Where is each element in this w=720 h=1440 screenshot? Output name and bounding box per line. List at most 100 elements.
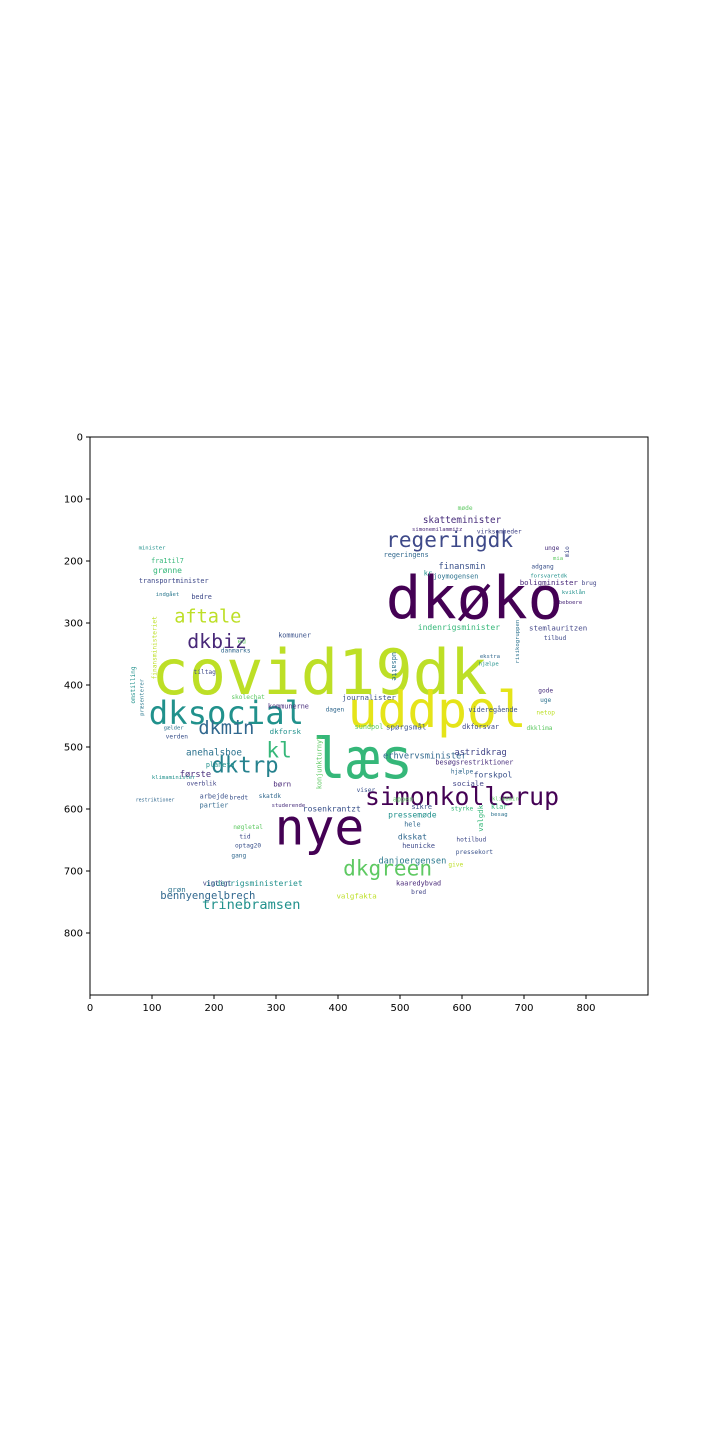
word-spørgsmål: spørgsmål bbox=[386, 723, 426, 732]
word-dkforsvar: dkforsvar bbox=[462, 723, 499, 731]
word-anehalsboe: anehalsboe bbox=[186, 748, 242, 759]
word-hjælpe: hjælpe bbox=[451, 768, 474, 775]
word-styrke: styrke bbox=[451, 806, 474, 813]
word-aftale: aftale bbox=[174, 606, 241, 627]
word-forskpol: forskpol bbox=[474, 770, 513, 779]
word-restriktioner: restriktioner bbox=[136, 797, 175, 803]
word-journalister: journalister bbox=[342, 693, 396, 702]
axes-frame bbox=[89, 436, 649, 996]
x-tick-label: 500 bbox=[390, 1003, 409, 1014]
word-kaaredybvad: kaaredybvad bbox=[396, 879, 441, 887]
word-simonemilammitz: simonemilammitz bbox=[412, 527, 462, 533]
word-sikre: sikre bbox=[411, 803, 432, 811]
word-beboere: beboere bbox=[559, 600, 583, 606]
word-klar: klar bbox=[491, 803, 507, 811]
word-finansmin: finansmin bbox=[439, 562, 486, 572]
word-besøgsrestriktioner: besøgsrestriktioner bbox=[435, 759, 513, 767]
word-sociale: sociale bbox=[453, 779, 485, 788]
word-dkøko: dkøko bbox=[386, 564, 563, 633]
word-eu: eu bbox=[238, 638, 246, 646]
word-partier: partier bbox=[200, 801, 229, 809]
word-udsatte: udsatte bbox=[390, 652, 398, 681]
word-dkgreen: dkgreen bbox=[343, 855, 432, 880]
word-kommunerne: kommunerne bbox=[268, 703, 309, 711]
word-unge: unge bbox=[544, 545, 559, 552]
x-tick-label: 100 bbox=[142, 1003, 161, 1014]
word-uddpol: uddpol bbox=[348, 681, 527, 739]
word-kviklån: kviklån bbox=[562, 589, 586, 596]
word-bennyengelbrech: bennyengelbrech bbox=[160, 890, 255, 902]
word-klimaminister: klimaminister bbox=[152, 775, 196, 781]
word-pressemøde: pressemøde bbox=[388, 811, 437, 820]
word-kl: kl bbox=[266, 738, 291, 763]
word-optag20: optag20 bbox=[235, 843, 261, 850]
word-skatteminister: skatteminister bbox=[423, 515, 502, 526]
word-simonkollerup: simonkollerup bbox=[365, 782, 559, 811]
word-erhvervsminister: erhvervsminister bbox=[383, 751, 467, 761]
word-dksocial: dksocial bbox=[149, 694, 304, 732]
word-heunicke: heunicke bbox=[402, 842, 435, 850]
x-tick-label: 600 bbox=[452, 1003, 471, 1014]
word-læs: læs bbox=[312, 727, 413, 792]
x-tick-label: 0 bbox=[87, 1003, 93, 1014]
word-ekstra: ekstra bbox=[480, 654, 500, 660]
word-overblik: overblik bbox=[187, 781, 217, 788]
word-besag: besag bbox=[491, 812, 508, 818]
word-verden: verden bbox=[166, 734, 189, 741]
word-præsenterer: præsenterer bbox=[140, 678, 146, 716]
word-planeta: planeta bbox=[206, 761, 235, 769]
y-tick-label: 300 bbox=[64, 619, 83, 630]
word-boligminister: boligminister bbox=[520, 578, 579, 587]
word-første: første bbox=[180, 770, 211, 780]
x-axis: 0 100 200 300 400 500 600 700 800 bbox=[87, 995, 596, 1014]
word-appen: appen bbox=[393, 796, 414, 804]
word-tiltag: tiltag bbox=[194, 669, 217, 676]
word-mia: mia bbox=[553, 556, 563, 562]
word-arbejde: arbejde bbox=[200, 793, 229, 801]
word-børn: børn bbox=[273, 780, 291, 789]
word-indgået: indgået bbox=[156, 591, 180, 598]
y-tick-label: 400 bbox=[64, 681, 83, 692]
word-studerende: studerende bbox=[272, 803, 306, 809]
word-grøn: grøn bbox=[168, 885, 186, 894]
word-danjoergensen: danjoergensen bbox=[378, 857, 446, 867]
word-finansministeriet: finansministeriet bbox=[152, 616, 159, 680]
word-gode: gode bbox=[538, 688, 553, 695]
word-fra1til7: fra1til7 bbox=[151, 557, 184, 565]
word-omstilling: omstilling bbox=[130, 666, 137, 704]
word-bred: bred bbox=[411, 889, 426, 896]
y-tick-label: 600 bbox=[64, 805, 83, 816]
word-trinebramsen: trinebramsen bbox=[202, 897, 300, 913]
word-skatdk: skatdk bbox=[259, 793, 282, 800]
word-indenrigsministeriet: indenrigsministeriet bbox=[206, 879, 303, 888]
word-forsvaretdk: forsvaretdk bbox=[530, 574, 568, 580]
word-netop: netop bbox=[536, 709, 555, 716]
word-dkklima: dkklima bbox=[526, 725, 552, 732]
word-sundpol: sundpol bbox=[355, 723, 384, 731]
word-brug: brug bbox=[582, 580, 597, 587]
word-viser: viser bbox=[357, 787, 376, 794]
word-nøgletal: nøgletal bbox=[233, 824, 263, 831]
word-virksomheder: virksomheder bbox=[477, 528, 522, 535]
word-regeringens: regeringens bbox=[384, 551, 429, 559]
word-valgfakta: valgfakta bbox=[336, 891, 376, 900]
word-videregående: videregående bbox=[468, 705, 517, 714]
word-nye: nye bbox=[275, 799, 365, 857]
x-tick-label: 800 bbox=[576, 1003, 595, 1014]
y-tick-label: 0 bbox=[77, 433, 83, 444]
word-rosenkrantzt: rosenkrantzt bbox=[303, 805, 361, 814]
word-stemlauritzen: stemlauritzen bbox=[529, 624, 587, 633]
word-dkskat: dkskat bbox=[398, 832, 427, 841]
word-gælder: gælder bbox=[164, 725, 185, 731]
word-dkmin: dkmin bbox=[198, 718, 254, 739]
word-transportminister: transportminister bbox=[139, 577, 209, 585]
word-tilbud: tilbud bbox=[544, 635, 567, 642]
x-tick-label: 400 bbox=[328, 1003, 347, 1014]
y-tick-label: 800 bbox=[64, 929, 83, 940]
word-risikogruppen: risikogruppen bbox=[515, 620, 521, 664]
word-covid19dk: covid19dk bbox=[151, 636, 487, 709]
word-astridkrag: astridkrag bbox=[454, 748, 506, 758]
word-pressekort: pressekort bbox=[456, 849, 494, 856]
word-gang: gang bbox=[231, 853, 246, 860]
